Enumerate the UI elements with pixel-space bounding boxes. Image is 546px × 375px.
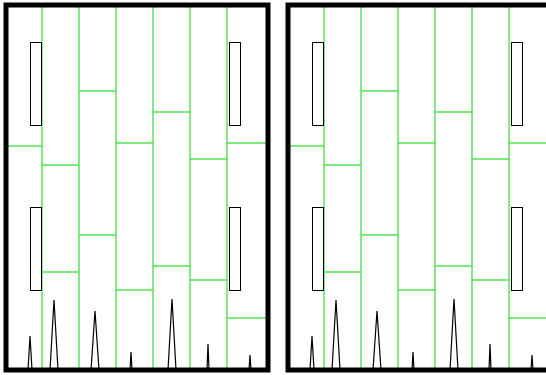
spike-3 xyxy=(372,310,382,371)
spike-6 xyxy=(488,343,492,371)
panel-left xyxy=(3,2,271,373)
spike-2 xyxy=(49,299,59,371)
panel-background xyxy=(288,5,546,370)
spike-7 xyxy=(248,354,252,371)
rail-3 xyxy=(511,42,523,126)
panel-right xyxy=(285,2,546,373)
rail-1 xyxy=(312,42,324,126)
spike-1 xyxy=(309,335,315,371)
rail-3 xyxy=(229,42,241,126)
spike-5 xyxy=(449,298,459,371)
spike-5 xyxy=(167,298,177,371)
spike-3 xyxy=(90,310,100,371)
panel-frame xyxy=(285,2,546,373)
rail-2 xyxy=(312,207,324,291)
spike-6 xyxy=(206,343,210,371)
rail-2 xyxy=(30,207,42,291)
panel-background xyxy=(6,5,268,370)
spike-2 xyxy=(331,299,341,371)
spike-4 xyxy=(129,351,133,371)
spike-7 xyxy=(530,354,534,371)
spike-4 xyxy=(411,351,415,371)
rail-1 xyxy=(30,42,42,126)
spike-1 xyxy=(27,335,33,371)
rail-4 xyxy=(229,207,241,291)
rail-4 xyxy=(511,207,523,291)
panel-frame xyxy=(3,2,271,373)
